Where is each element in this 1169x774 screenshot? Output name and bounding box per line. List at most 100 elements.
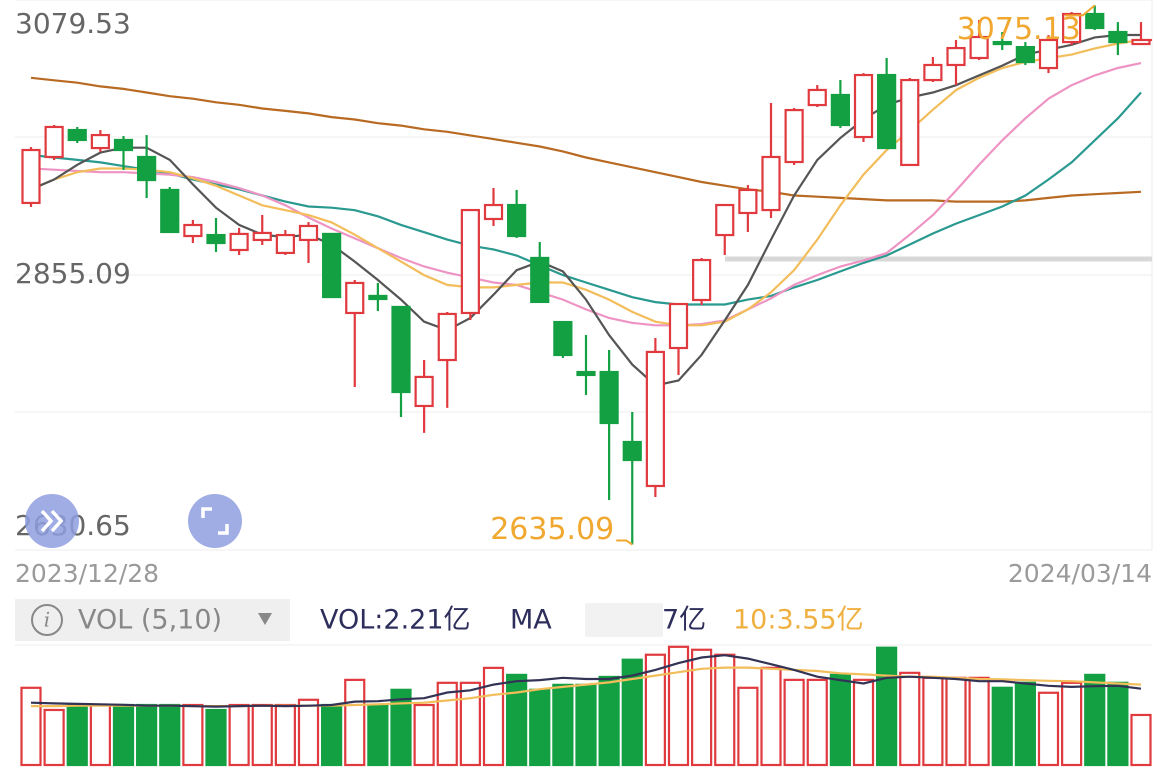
- candle: [900, 77, 920, 167]
- candle-body: [90, 133, 110, 150]
- volume-bar: [390, 688, 412, 767]
- volume-bar: [1061, 681, 1083, 767]
- candle-body: [275, 233, 295, 255]
- candle-body: [322, 232, 342, 299]
- candle-body: [1108, 30, 1128, 44]
- candle-body: [692, 258, 712, 302]
- volume-bar: [43, 708, 65, 767]
- volume-bar: [367, 703, 389, 767]
- candle-body: [992, 40, 1012, 46]
- candle-body: [483, 203, 504, 221]
- candle: [530, 242, 550, 304]
- candle-body: [460, 208, 480, 315]
- candle: [969, 20, 989, 61]
- volume-bar: [876, 646, 898, 767]
- chart-background: i: [15, 0, 1153, 646]
- candle: [692, 257, 712, 306]
- candle-body: [183, 223, 203, 238]
- candle: [345, 280, 365, 387]
- candle: [507, 189, 527, 238]
- tab-label: VOL (5,10): [78, 605, 222, 636]
- volume-bar: [529, 688, 551, 767]
- candle: [622, 411, 642, 545]
- candle: [877, 57, 897, 150]
- volume-bar: [621, 658, 643, 767]
- dropdown-arrow[interactable]: [258, 613, 272, 625]
- candle-body: [345, 281, 365, 315]
- candle-body: [437, 312, 457, 362]
- volume-bar: [436, 681, 458, 767]
- candle: [229, 227, 249, 256]
- candle-body: [21, 148, 41, 205]
- candle-body: [137, 155, 157, 182]
- candle-body: [738, 188, 758, 215]
- candle-body: [67, 128, 87, 142]
- min-annotation: 2635.09: [490, 512, 614, 547]
- volume-bar: [806, 678, 828, 767]
- button-icon: [201, 507, 229, 535]
- candle-body: [946, 46, 966, 67]
- volume-ma-line: [30, 654, 1142, 708]
- volume-bar: [251, 703, 273, 767]
- ma-line: [30, 91, 1142, 306]
- volume-bar: [737, 686, 759, 767]
- volume-bar: [968, 676, 990, 767]
- volume-bar: [136, 703, 158, 767]
- candle: [761, 102, 781, 219]
- candle: [1131, 22, 1151, 46]
- info-icon[interactable]: [31, 604, 63, 636]
- volume-bar: [552, 683, 574, 767]
- x-tick-label: 2023/12/28: [15, 559, 159, 588]
- y-tick-label: 3079.53: [15, 7, 131, 40]
- candle-body: [160, 188, 180, 234]
- candle-body: [553, 320, 573, 357]
- candle-body: [576, 370, 596, 377]
- volume-bar: [89, 703, 111, 767]
- button-circle: [188, 494, 242, 548]
- candle-body: [761, 155, 781, 212]
- candle: [1015, 42, 1035, 65]
- candle-body: [599, 370, 619, 425]
- candle-body: [830, 93, 850, 127]
- candle-body: [391, 305, 411, 394]
- candle: [738, 185, 758, 232]
- x-tick-label: 2024/03/14: [1008, 559, 1152, 588]
- candle: [160, 187, 180, 234]
- volume-bar: [1130, 713, 1152, 767]
- candle: [946, 39, 966, 86]
- volume-bar: [1107, 681, 1129, 767]
- candle: [645, 337, 665, 498]
- candle-body: [668, 302, 689, 350]
- button-icon: [40, 509, 64, 533]
- volume-bar: [575, 683, 597, 767]
- tab-background: [15, 599, 290, 641]
- candle-body: [1038, 38, 1059, 70]
- candle: [576, 335, 596, 395]
- candle-body: [784, 108, 804, 164]
- candle-body: [715, 203, 735, 237]
- legend-entry: VOL:2.21亿: [320, 605, 471, 636]
- candle: [1108, 22, 1128, 56]
- candle: [21, 147, 41, 207]
- volume-bar: [922, 676, 944, 767]
- volume-bar: [899, 671, 921, 767]
- candle-body: [1062, 12, 1082, 44]
- candle: [113, 136, 134, 170]
- candle: [992, 32, 1012, 51]
- candle: [322, 232, 342, 299]
- volume-bar: [644, 653, 666, 767]
- volume-bar: [598, 675, 620, 767]
- ma-line: [30, 38, 1142, 327]
- candle: [553, 320, 573, 358]
- candle-body: [530, 256, 550, 304]
- volume-bar: [714, 653, 736, 767]
- volume-bar: [991, 686, 1013, 767]
- fullscreen-button[interactable]: [188, 494, 242, 548]
- candle-body: [507, 203, 527, 238]
- ma-line: [30, 62, 1142, 327]
- volume-bar: [182, 703, 204, 767]
- volume-bar: [783, 678, 805, 767]
- candle: [1085, 5, 1105, 31]
- expand-button[interactable]: [25, 494, 79, 548]
- candle: [599, 349, 619, 500]
